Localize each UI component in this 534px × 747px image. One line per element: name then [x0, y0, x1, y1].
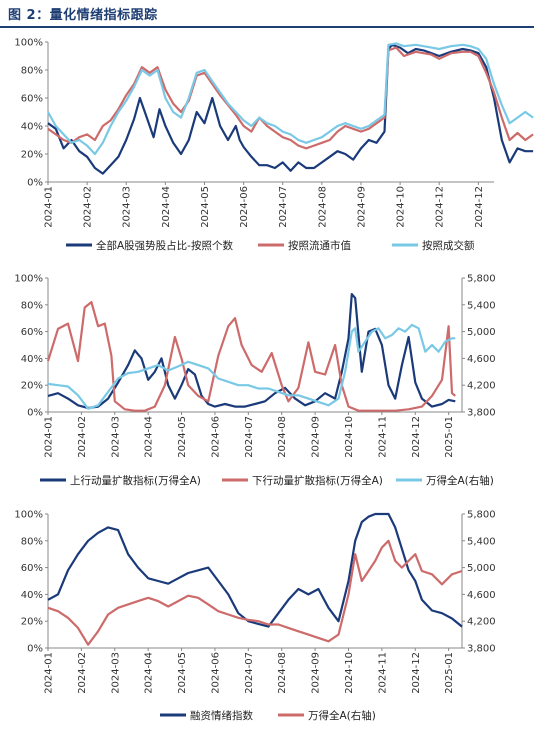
- y2-tick-label: 5,800: [467, 274, 496, 285]
- y-tick-label: 60%: [21, 94, 43, 105]
- y-tick-label: 60%: [21, 563, 43, 574]
- x-tick-label: 2024-03: [122, 186, 133, 228]
- x-tick-label: 2024-07: [244, 652, 255, 694]
- x-tick-label: 2024-07: [278, 186, 289, 228]
- legend-label-2: 按照成交额: [422, 239, 475, 252]
- x-tick-label: 2024-08: [277, 416, 288, 458]
- x-tick-label: 2024-09: [356, 186, 367, 228]
- legend-label-1: 按照流通市值: [288, 239, 351, 252]
- x-tick-label: 2024-12: [435, 186, 446, 228]
- series-line-1: [47, 46, 534, 150]
- y2-tick-label: 3,800: [467, 408, 496, 419]
- y-tick-label: 0%: [27, 178, 43, 189]
- x-tick-label: 2024-06: [210, 416, 221, 458]
- title-rule: [0, 26, 534, 28]
- x-tick-label: 2024-01: [44, 186, 55, 228]
- y-tick-label: 40%: [21, 590, 43, 601]
- y-tick-label: 80%: [21, 66, 43, 77]
- y-tick-label: 20%: [21, 381, 43, 392]
- x-tick-label: 2024-02: [77, 416, 88, 458]
- series-line-1: [46, 301, 456, 412]
- y2-tick-label: 3,800: [467, 644, 496, 655]
- y2-tick-label: 5,000: [467, 563, 496, 574]
- x-tick-label: 2024-04: [144, 652, 155, 694]
- series-line-1: [47, 539, 463, 646]
- y2-tick-label: 4,600: [467, 354, 496, 365]
- x-tick-label: 2025-01: [444, 652, 455, 694]
- chart-margin-sentiment: 0% 20% 40% 60% 80% 100% 3,800 4,200 4,600 5,000 5,…: [14, 510, 496, 723]
- y-tick-label: 80%: [21, 536, 43, 547]
- x-tick-label: 2024-03: [110, 652, 121, 694]
- chart-strong-stock-ratio: 0% 20% 40% 60% 80% 100% 2024-01 2024-02 2024-03 2…: [14, 38, 534, 252]
- x-tick-label: 2024-11: [377, 652, 388, 694]
- x-tick-label: 2024-06: [239, 186, 250, 228]
- y-tick-label: 0%: [27, 644, 43, 655]
- series-line-0: [47, 512, 463, 628]
- y2-tick-label: 5,800: [467, 510, 496, 521]
- legend-label-1: 万得全A(右轴): [308, 709, 376, 722]
- chart-momentum-diffusion: 0% 20% 40% 60% 80% 100% 3,800 4,200 4,600 5,000 5,…: [14, 274, 496, 488]
- x-tick-label: 2024-01: [44, 652, 55, 694]
- x-tick-label: 2024-08: [277, 652, 288, 694]
- x-tick-label: 2024-02: [77, 652, 88, 694]
- legend-label-0: 上行动量扩散指标(万得全A): [70, 474, 201, 487]
- x-tick-label: 2024-05: [200, 186, 211, 228]
- y2-tick-label: 5,000: [467, 327, 496, 338]
- y2-tick-label: 4,200: [467, 381, 496, 392]
- y-tick-label: 40%: [21, 122, 43, 133]
- series-line-2: [47, 323, 456, 410]
- series-line-0: [47, 43, 534, 175]
- x-tick-label: 2024-11: [377, 416, 388, 458]
- x-tick-label: 2025-01: [444, 416, 455, 458]
- y-tick-label: 0%: [27, 408, 43, 419]
- legend-label-0: 融资情绪指数: [190, 709, 253, 722]
- legend-label-2: 万得全A(右轴): [426, 474, 494, 487]
- x-tick-label: 2024-07: [244, 416, 255, 458]
- y2-tick-label: 4,600: [467, 590, 496, 601]
- x-tick-label: 2024-06: [210, 652, 221, 694]
- figure-title: 图 2：量化情绪指标跟踪: [8, 8, 158, 23]
- series-line-2: [47, 42, 534, 156]
- x-tick-label: 2024-01: [44, 416, 55, 458]
- y-tick-label: 40%: [21, 354, 43, 365]
- x-tick-label: 2024-05: [177, 416, 188, 458]
- x-tick-label: 2024-05: [177, 652, 188, 694]
- x-tick-label: 2024-04: [144, 416, 155, 458]
- y-tick-label: 20%: [21, 150, 43, 161]
- y2-tick-label: 4,200: [467, 617, 496, 628]
- y2-tick-label: 5,400: [467, 300, 496, 311]
- x-tick-label: 2024-10: [396, 186, 407, 228]
- x-tick-label: 2024-12: [411, 652, 422, 694]
- x-tick-label: 2024-02: [83, 186, 94, 228]
- y-tick-label: 80%: [21, 300, 43, 311]
- y-tick-label: 60%: [21, 327, 43, 338]
- y-tick-label: 100%: [14, 274, 43, 285]
- x-tick-label: 2024-09: [311, 652, 322, 694]
- x-tick-label: 2024-04: [161, 186, 172, 228]
- y-tick-label: 100%: [14, 510, 43, 521]
- y-tick-label: 20%: [21, 617, 43, 628]
- x-tick-label: 2024-10: [344, 652, 355, 694]
- x-tick-label: 2024-08: [317, 186, 328, 228]
- y-tick-label: 100%: [14, 38, 43, 49]
- y2-tick-label: 5,400: [467, 536, 496, 547]
- series-line-0: [47, 293, 456, 410]
- x-tick-label: 2024-09: [311, 416, 322, 458]
- x-tick-label: 2024-12: [411, 416, 422, 458]
- legend-label-0: 全部A股强势股占比-按照个数: [96, 239, 233, 252]
- legend-label-1: 下行动量扩散指标(万得全A): [252, 474, 383, 487]
- x-tick-label: 2024-12: [474, 186, 485, 228]
- x-tick-label: 2024-03: [110, 416, 121, 458]
- x-tick-label: 2024-10: [344, 416, 355, 458]
